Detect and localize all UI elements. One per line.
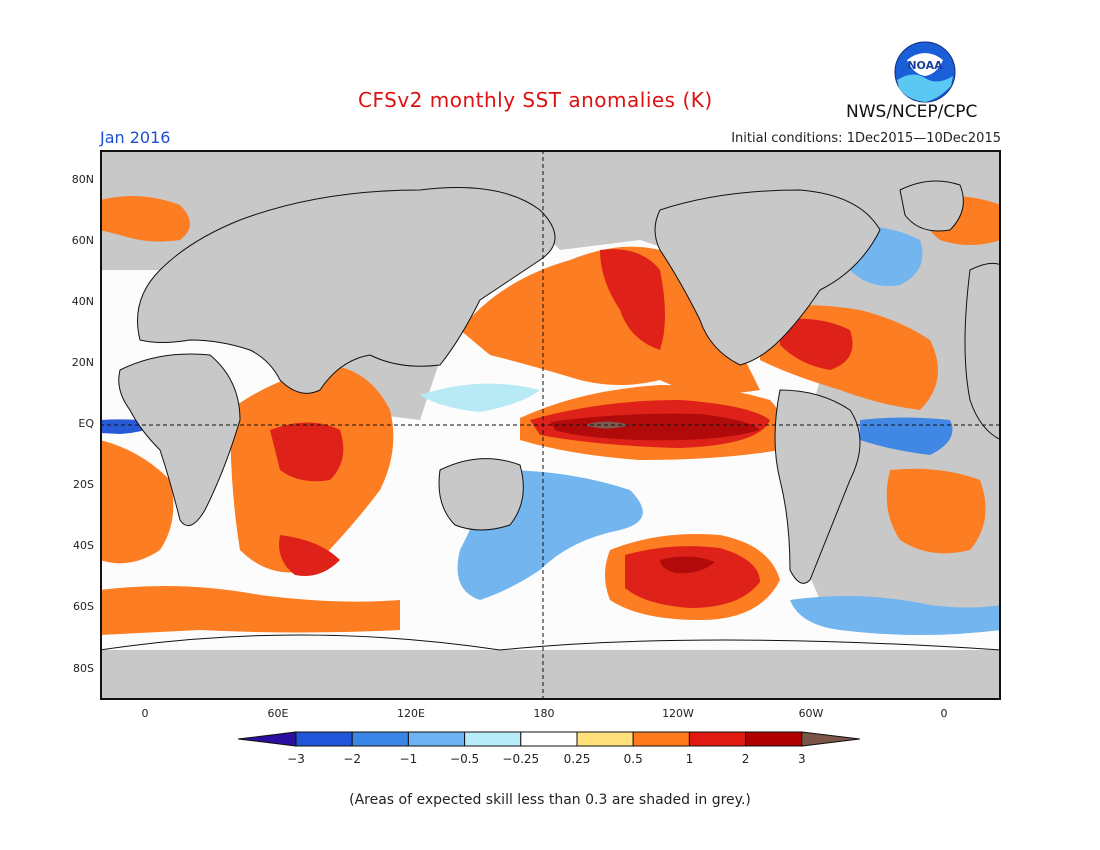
colorbar-label: −2 [343, 752, 362, 766]
colorbar-segment [576, 731, 634, 747]
x-label: 180 [533, 707, 555, 720]
colorbar-segment [295, 731, 353, 747]
land [100, 180, 1001, 700]
colorbar-label: 0.25 [563, 752, 591, 766]
y-label: 60N [71, 234, 94, 247]
x-label: 0 [940, 707, 948, 720]
colorbar-segment [351, 731, 409, 747]
x-label: 60W [798, 707, 824, 720]
colorbar-segment [407, 731, 466, 747]
colorbar [238, 731, 860, 747]
initial-conditions: Initial conditions: 1Dec2015—10Dec2015 [731, 131, 1001, 146]
org-label: NWS/NCEP/CPC [846, 102, 978, 122]
skill-note: (Areas of expected skill less than 0.3 a… [349, 792, 751, 808]
x-label: 120E [397, 707, 425, 720]
y-label: 80S [73, 662, 94, 675]
colorbar-label: −1 [399, 752, 418, 766]
sst-map [100, 150, 1001, 700]
x-label: 60E [267, 707, 289, 720]
y-label: 40S [73, 539, 94, 552]
colorbar-label: 2 [741, 752, 750, 766]
colorbar-segment [238, 731, 297, 747]
colorbar-label: 3 [797, 752, 806, 766]
noaa-logo-text: NOAA [907, 59, 943, 72]
colorbar-label: 1 [685, 752, 694, 766]
y-label: 20S [73, 478, 94, 491]
colorbar-label: −3 [287, 752, 305, 766]
colorbar-label: −0.25 [502, 752, 540, 766]
colorbar-label: 0.5 [623, 752, 643, 766]
colorbar-segment [464, 731, 522, 747]
colorbar-segment [632, 731, 690, 747]
colorbar-segment [688, 731, 747, 747]
chart-title: CFSv2 monthly SST anomalies (K) [358, 88, 713, 112]
y-label: 40N [71, 295, 94, 308]
y-label: 80N [71, 173, 94, 186]
x-label: 0 [141, 707, 149, 720]
y-label: 60S [73, 600, 94, 613]
noaa-logo-icon: NOAA [894, 41, 956, 103]
colorbar-segment [745, 731, 803, 747]
colorbar-segment [801, 731, 860, 747]
y-label: EQ [78, 417, 94, 430]
month-label: Jan 2016 [100, 128, 171, 147]
colorbar-label: −0.5 [450, 752, 480, 766]
colorbar-segment [520, 731, 578, 747]
y-label: 20N [71, 356, 94, 369]
x-label: 120W [662, 707, 694, 720]
